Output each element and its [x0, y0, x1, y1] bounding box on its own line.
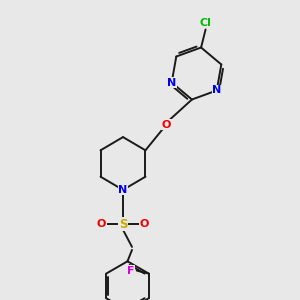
- Text: F: F: [127, 266, 135, 276]
- Text: Cl: Cl: [200, 18, 211, 28]
- Text: S: S: [119, 218, 127, 231]
- Text: O: O: [97, 219, 106, 230]
- Text: O: O: [162, 119, 171, 130]
- Text: N: N: [167, 77, 176, 88]
- Text: N: N: [212, 85, 221, 95]
- Text: O: O: [140, 219, 149, 230]
- Text: N: N: [118, 185, 127, 195]
